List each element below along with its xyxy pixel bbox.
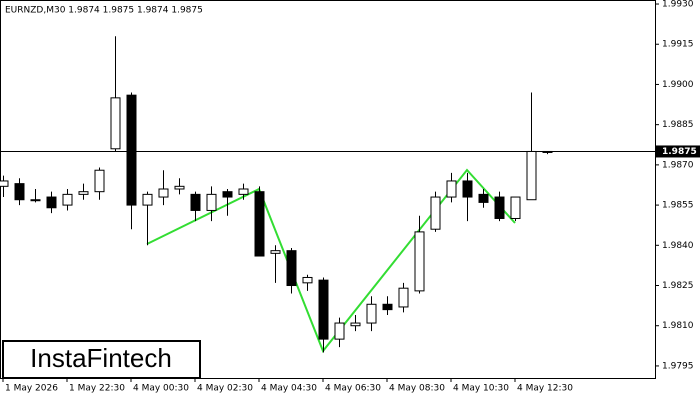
candle-body — [478, 193, 489, 203]
x-tick-label: 4 May 12:30 — [517, 384, 573, 394]
candle-body — [270, 250, 281, 254]
candle-body — [62, 193, 73, 206]
candle-body — [142, 193, 153, 206]
x-tick-label: 4 May 04:30 — [261, 384, 317, 394]
candle-body — [0, 180, 9, 187]
y-tick-label: 1.9825 — [662, 281, 694, 291]
y-tick-label: 1.9810 — [662, 321, 694, 331]
y-tick-label: 1.9885 — [662, 120, 694, 130]
y-tick-label: 1.9930 — [662, 0, 694, 10]
logo-box — [2, 340, 201, 379]
x-tick-label: 4 May 06:30 — [325, 384, 381, 394]
candle-body — [46, 196, 57, 209]
candles — [0, 36, 553, 353]
candle-body — [254, 191, 265, 257]
candle-body — [14, 183, 25, 201]
candle-body — [430, 196, 441, 230]
candle-body — [462, 180, 473, 198]
x-tick-label: 4 May 00:30 — [133, 384, 189, 394]
x-tick-label: 4 May 10:30 — [453, 384, 509, 394]
candle-body — [110, 97, 121, 150]
candle-body — [238, 188, 249, 195]
candle-body — [126, 94, 137, 206]
y-tick-label: 1.9915 — [662, 40, 694, 50]
candle-body — [190, 193, 201, 211]
x-tick-label: 4 May 02:30 — [197, 384, 253, 394]
candle-body — [30, 199, 41, 202]
candle-body — [398, 287, 409, 308]
candle-body — [494, 196, 505, 219]
candle-body — [302, 276, 313, 284]
candle-body — [526, 150, 537, 201]
y-tick-label: 1.9870 — [662, 160, 694, 170]
candle-body — [510, 196, 521, 219]
y-tick-label: 1.9840 — [662, 241, 694, 251]
candle-body — [206, 193, 217, 211]
candle-body — [350, 322, 361, 327]
candle-body — [286, 250, 297, 287]
current-price-box — [655, 145, 700, 158]
candle-body — [78, 191, 89, 195]
candle-body — [174, 185, 185, 190]
x-tick-label: 1 May 2026 — [5, 384, 58, 394]
y-tick-label: 1.9795 — [662, 361, 694, 371]
candle-body — [158, 188, 169, 198]
y-tick-label: 1.9900 — [662, 80, 694, 90]
candle-body — [382, 303, 393, 311]
candle-body — [414, 231, 425, 292]
candle-body — [446, 180, 457, 198]
x-tick-label: 4 May 08:30 — [389, 384, 445, 394]
candle-body — [318, 279, 329, 340]
current-price-label: 1.9875 — [662, 147, 697, 157]
candle-body — [366, 303, 377, 324]
candle-body — [222, 191, 233, 198]
candle-body — [334, 322, 345, 340]
logo: InstaFintech — [30, 343, 172, 373]
candle-body — [94, 169, 105, 193]
y-tick-label: 1.9855 — [662, 201, 694, 211]
x-tick-label: 1 May 22:30 — [69, 384, 125, 394]
chart-title: EURNZD,M30 1.9874 1.9875 1.9874 1.9875 — [5, 6, 203, 16]
